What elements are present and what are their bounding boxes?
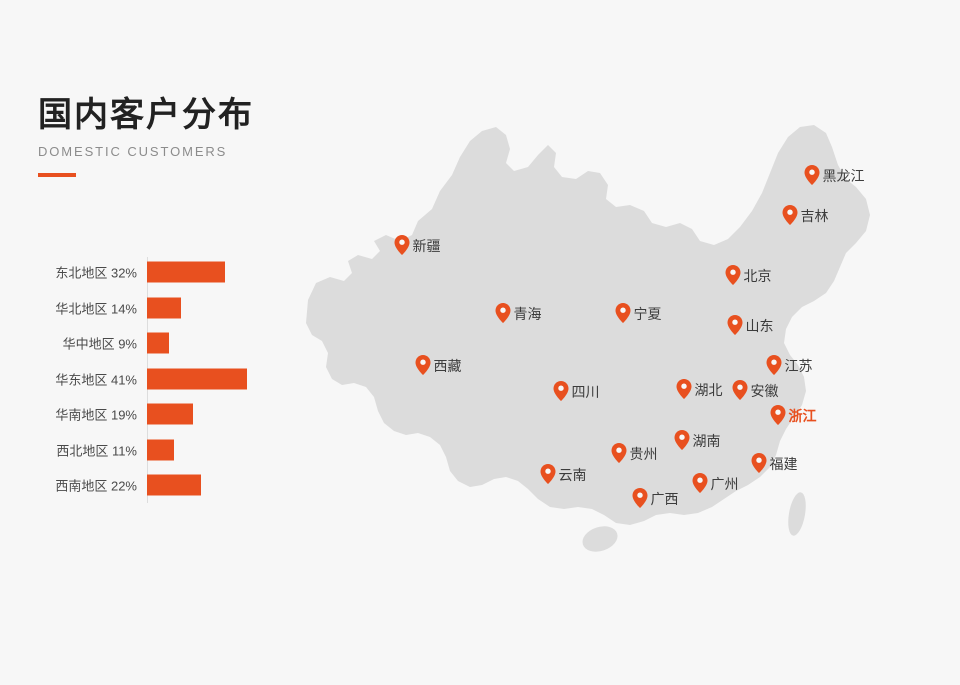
bar-fill bbox=[147, 297, 182, 318]
map-pin-label: 山东 bbox=[745, 318, 774, 334]
map-pin-北京[interactable]: 北京 bbox=[725, 265, 772, 285]
bar-row: 华南地区 19% bbox=[0, 397, 300, 431]
map-pin-icon bbox=[751, 453, 767, 473]
map-pin-label: 福建 bbox=[769, 456, 798, 472]
map-pin-icon bbox=[676, 379, 692, 399]
map-pin-浙江[interactable]: 浙江 bbox=[770, 405, 817, 425]
bar-fill bbox=[147, 439, 174, 460]
region-distribution-bar-chart: 东北地区 32% 华北地区 14% 华中地区 9% 华东地区 41% 华南地区 19% 西… bbox=[0, 255, 300, 510]
bar-row-label: 华东地区 41% bbox=[55, 372, 137, 387]
map-pin-湖北[interactable]: 湖北 bbox=[676, 379, 723, 399]
bar-row-label: 东北地区 32% bbox=[55, 265, 137, 281]
page-title: 国内客户分布 bbox=[38, 96, 254, 134]
map-pin-icon bbox=[766, 355, 782, 375]
map-pin-label: 宁夏 bbox=[633, 306, 662, 322]
bar-fill bbox=[147, 474, 201, 496]
map-pin-icon bbox=[611, 443, 627, 463]
map-pin-西藏[interactable]: 西藏 bbox=[415, 355, 462, 375]
bar-row: 东北地区 32% bbox=[0, 255, 300, 289]
bar-row-label: 华南地区 19% bbox=[55, 407, 137, 423]
map-pin-icon bbox=[540, 464, 556, 484]
map-pin-新疆[interactable]: 新疆 bbox=[394, 235, 441, 255]
map-pin-icon bbox=[727, 315, 743, 335]
map-pin-青海[interactable]: 青海 bbox=[495, 303, 542, 323]
map-pin-icon bbox=[495, 303, 511, 323]
map-pin-广州[interactable]: 广州 bbox=[692, 473, 739, 493]
map-pin-icon bbox=[674, 430, 690, 450]
map-pin-贵州[interactable]: 贵州 bbox=[611, 443, 658, 463]
bar-fill bbox=[147, 403, 194, 425]
map-pin-icon bbox=[732, 380, 748, 400]
bar-row-label: 华北地区 14% bbox=[55, 301, 137, 316]
map-pin-黑龙江[interactable]: 黑龙江 bbox=[804, 165, 865, 185]
map-pin-广西[interactable]: 广西 bbox=[632, 488, 679, 508]
bar-row-label: 华中地区 9% bbox=[62, 336, 137, 352]
map-pin-江苏[interactable]: 江苏 bbox=[766, 355, 813, 375]
page-subtitle: DOMESTIC CUSTOMERS bbox=[38, 144, 228, 160]
bar-fill bbox=[147, 332, 169, 354]
map-pin-label: 四川 bbox=[571, 384, 600, 400]
map-pin-label: 广州 bbox=[710, 476, 739, 492]
bar-row: 西南地区 22% bbox=[0, 468, 300, 502]
heading-block: 国内客户分布 DOMESTIC CUSTOMERS bbox=[38, 96, 254, 178]
bar-row: 华中地区 9% bbox=[0, 326, 300, 360]
bar-row: 华北地区 14% bbox=[0, 291, 300, 325]
map-pin-label: 黑龙江 bbox=[822, 168, 865, 184]
map-pin-宁夏[interactable]: 宁夏 bbox=[615, 303, 662, 323]
map-pin-湖南[interactable]: 湖南 bbox=[674, 430, 721, 450]
china-map: 黑龙江吉林北京 新疆青海 宁夏山东西藏 江苏四川 湖北 安徽 浙江湖南贵州福建云南广州广西 bbox=[300, 95, 960, 605]
map-pin-icon bbox=[553, 381, 569, 401]
map-pin-安徽[interactable]: 安徽 bbox=[732, 380, 779, 400]
map-pin-icon bbox=[692, 473, 708, 493]
map-pin-label: 湖南 bbox=[692, 433, 721, 449]
map-pin-label: 西藏 bbox=[433, 358, 462, 374]
map-pin-山东[interactable]: 山东 bbox=[727, 315, 774, 335]
map-pin-label: 新疆 bbox=[412, 238, 441, 254]
map-pin-label: 江苏 bbox=[784, 358, 813, 374]
map-pin-云南[interactable]: 云南 bbox=[540, 464, 587, 484]
bar-row: 华东地区 41% bbox=[0, 362, 300, 396]
map-pin-label: 贵州 bbox=[629, 446, 658, 462]
bar-fill bbox=[147, 261, 226, 283]
map-pin-label: 浙江 bbox=[788, 408, 817, 424]
map-pin-icon bbox=[725, 265, 741, 285]
map-pin-icon bbox=[770, 405, 786, 425]
map-pin-福建[interactable]: 福建 bbox=[751, 453, 798, 473]
map-pin-label: 吉林 bbox=[800, 208, 829, 224]
bar-row-label: 西北地区 11% bbox=[56, 443, 137, 458]
china-map-silhouette bbox=[306, 125, 870, 552]
map-pin-四川[interactable]: 四川 bbox=[553, 381, 600, 401]
bar-row-label: 西南地区 22% bbox=[55, 478, 137, 494]
accent-bar bbox=[38, 173, 76, 178]
map-pin-icon bbox=[782, 205, 798, 225]
map-pin-label: 湖北 bbox=[694, 382, 723, 398]
bar-row: 西北地区 11% bbox=[0, 433, 300, 467]
map-pin-icon bbox=[394, 235, 410, 255]
map-pin-icon bbox=[615, 303, 631, 323]
map-pin-label: 安徽 bbox=[750, 383, 779, 399]
map-pin-label: 云南 bbox=[558, 467, 587, 483]
map-pin-label: 北京 bbox=[743, 268, 772, 284]
map-pin-icon bbox=[632, 488, 648, 508]
map-pin-label: 青海 bbox=[513, 306, 542, 322]
map-pin-label: 广西 bbox=[650, 491, 679, 507]
map-pin-icon bbox=[804, 165, 820, 185]
bar-fill bbox=[147, 368, 248, 389]
map-pin-icon bbox=[415, 355, 431, 375]
map-pin-吉林[interactable]: 吉林 bbox=[782, 205, 829, 225]
